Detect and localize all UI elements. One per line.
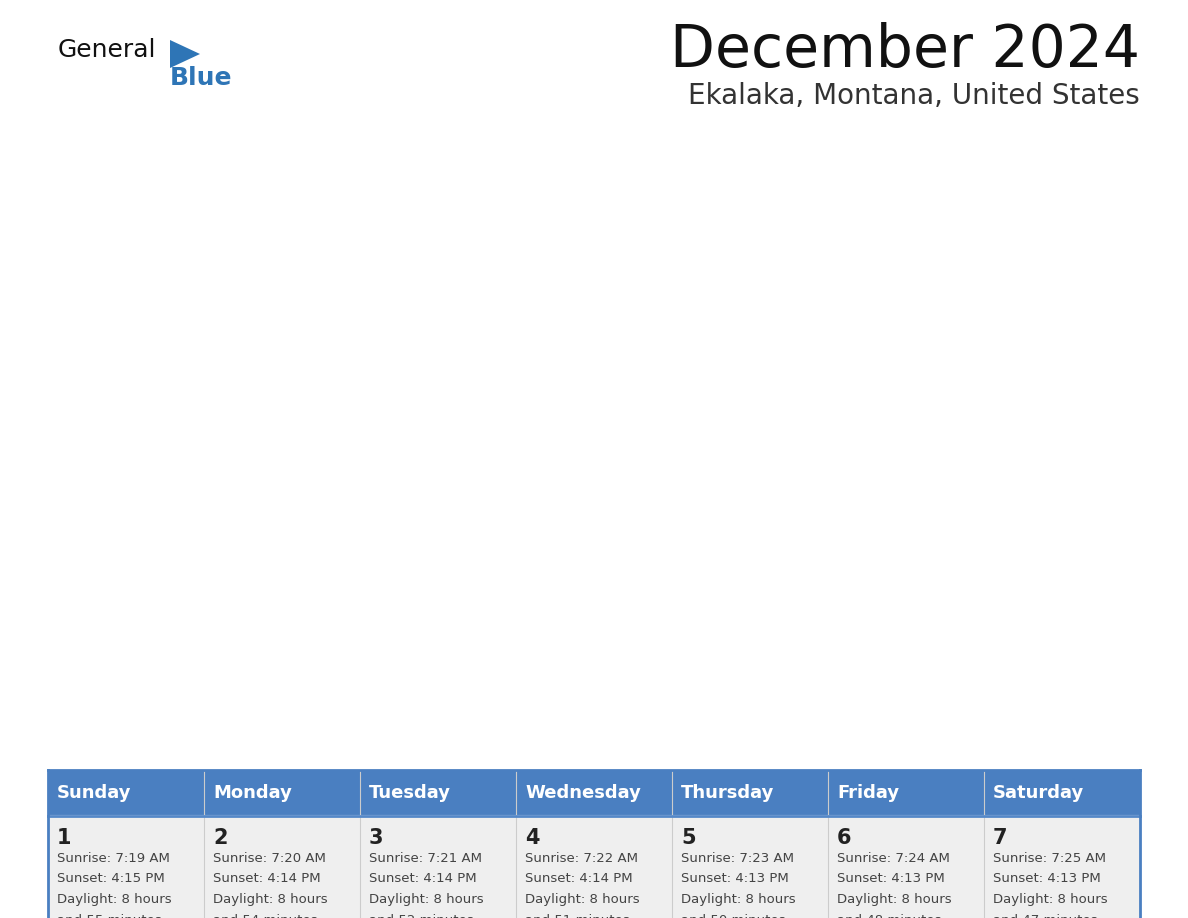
FancyBboxPatch shape [828,770,984,816]
Text: and 51 minutes.: and 51 minutes. [525,914,633,918]
Text: General: General [58,38,157,62]
Polygon shape [170,40,200,68]
Text: 3: 3 [369,828,384,848]
Text: Sunset: 4:13 PM: Sunset: 4:13 PM [838,872,944,886]
Text: Thursday: Thursday [681,784,775,802]
FancyBboxPatch shape [360,770,516,816]
Text: and 50 minutes.: and 50 minutes. [681,914,790,918]
FancyBboxPatch shape [48,770,204,816]
FancyBboxPatch shape [204,770,360,816]
Text: Daylight: 8 hours: Daylight: 8 hours [57,893,171,906]
Text: Daylight: 8 hours: Daylight: 8 hours [213,893,328,906]
Text: Daylight: 8 hours: Daylight: 8 hours [838,893,952,906]
Text: Sunrise: 7:19 AM: Sunrise: 7:19 AM [57,852,170,865]
Text: Sunset: 4:13 PM: Sunset: 4:13 PM [993,872,1101,886]
Text: and 48 minutes.: and 48 minutes. [838,914,946,918]
Text: and 54 minutes.: and 54 minutes. [213,914,322,918]
FancyBboxPatch shape [984,770,1140,816]
Text: Sunset: 4:15 PM: Sunset: 4:15 PM [57,872,165,886]
Text: 2: 2 [213,828,227,848]
Text: December 2024: December 2024 [670,22,1140,79]
Text: and 47 minutes.: and 47 minutes. [993,914,1101,918]
Text: Daylight: 8 hours: Daylight: 8 hours [993,893,1107,906]
FancyBboxPatch shape [204,816,360,918]
Text: Saturday: Saturday [993,784,1085,802]
Text: Tuesday: Tuesday [369,784,451,802]
Text: Sunset: 4:13 PM: Sunset: 4:13 PM [681,872,789,886]
Text: Ekalaka, Montana, United States: Ekalaka, Montana, United States [688,82,1140,110]
FancyBboxPatch shape [516,770,672,816]
Text: Sunset: 4:14 PM: Sunset: 4:14 PM [525,872,633,886]
FancyBboxPatch shape [984,816,1140,918]
FancyBboxPatch shape [828,816,984,918]
FancyBboxPatch shape [360,816,516,918]
Text: Daylight: 8 hours: Daylight: 8 hours [369,893,484,906]
Text: Sunset: 4:14 PM: Sunset: 4:14 PM [213,872,321,886]
Text: 6: 6 [838,828,852,848]
Text: Sunrise: 7:25 AM: Sunrise: 7:25 AM [993,852,1106,865]
FancyBboxPatch shape [672,770,828,816]
Text: Sunrise: 7:23 AM: Sunrise: 7:23 AM [681,852,794,865]
Text: 1: 1 [57,828,71,848]
FancyBboxPatch shape [516,816,672,918]
Text: Daylight: 8 hours: Daylight: 8 hours [525,893,639,906]
Text: and 55 minutes.: and 55 minutes. [57,914,166,918]
Text: Daylight: 8 hours: Daylight: 8 hours [681,893,796,906]
Text: Sunrise: 7:24 AM: Sunrise: 7:24 AM [838,852,950,865]
Text: 7: 7 [993,828,1007,848]
Text: Sunday: Sunday [57,784,132,802]
Text: Friday: Friday [838,784,899,802]
Text: Sunrise: 7:20 AM: Sunrise: 7:20 AM [213,852,326,865]
Text: Sunrise: 7:22 AM: Sunrise: 7:22 AM [525,852,638,865]
FancyBboxPatch shape [48,816,204,918]
Text: 4: 4 [525,828,539,848]
Text: Monday: Monday [213,784,292,802]
Text: and 52 minutes.: and 52 minutes. [369,914,478,918]
Text: Blue: Blue [170,66,233,90]
Text: Sunrise: 7:21 AM: Sunrise: 7:21 AM [369,852,482,865]
FancyBboxPatch shape [672,816,828,918]
Text: 5: 5 [681,828,696,848]
Text: Sunset: 4:14 PM: Sunset: 4:14 PM [369,872,476,886]
Text: Wednesday: Wednesday [525,784,640,802]
